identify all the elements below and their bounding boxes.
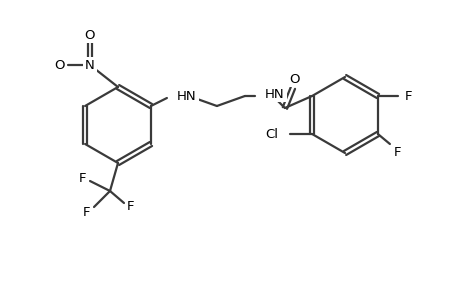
Text: F: F xyxy=(79,172,87,184)
Text: O: O xyxy=(84,28,95,41)
Text: HN: HN xyxy=(177,89,196,103)
Text: HN: HN xyxy=(264,88,284,100)
Text: F: F xyxy=(127,200,134,212)
Text: N: N xyxy=(85,58,95,71)
Text: F: F xyxy=(393,146,401,158)
Text: O: O xyxy=(289,73,300,85)
Text: F: F xyxy=(404,89,412,103)
Text: O: O xyxy=(55,58,65,71)
Text: F: F xyxy=(83,206,90,218)
Text: Cl: Cl xyxy=(264,128,278,140)
